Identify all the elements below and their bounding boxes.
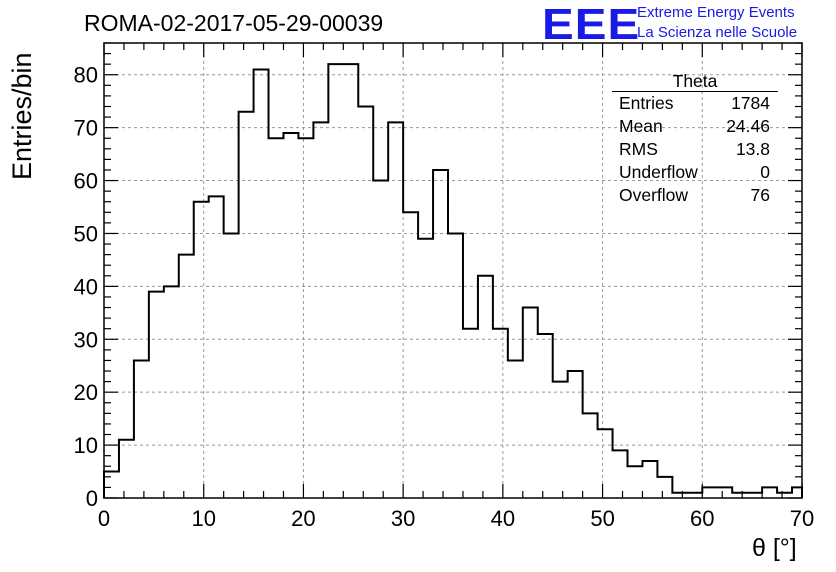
histogram-series-line [103, 63, 803, 498]
x-axis-label: θ [°] [752, 534, 797, 562]
x-tick-label: 0 [98, 506, 110, 531]
x-tick-label: 30 [391, 506, 415, 531]
stats-row-rms: RMS 13.8 [612, 138, 778, 161]
stats-row-entries: Entries 1784 [612, 92, 778, 115]
y-tick-label: 50 [74, 221, 98, 246]
stats-label: RMS [619, 139, 658, 159]
y-tick-label: 40 [74, 274, 98, 299]
axis-ticks [103, 42, 803, 499]
x-tick-label: 60 [690, 506, 714, 531]
plot-title: ROMA-02-2017-05-29-00039 [84, 10, 384, 36]
y-axis-label: Entries/bin [7, 52, 37, 180]
y-tick-label: 80 [74, 63, 98, 88]
stats-value: 76 [750, 185, 770, 205]
y-tick-label: 30 [74, 327, 98, 352]
axis-tick-labels: 0 10 20 30 40 50 60 70 0 10 20 30 40 50 60 70 80 [74, 63, 815, 531]
stats-value: 13.8 [735, 139, 770, 159]
logo-line-1: Extreme Energy Events [637, 4, 795, 21]
logo-line-2: La Scienza nelle Scuole [637, 24, 798, 41]
y-tick-label: 70 [74, 116, 98, 141]
stats-value: 1784 [731, 93, 770, 113]
y-tick-label: 0 [86, 486, 98, 511]
stats-label: Overflow [619, 185, 689, 205]
eee-logo: EEE [542, 0, 641, 49]
x-tick-label: 50 [590, 506, 614, 531]
stats-label: Mean [619, 116, 663, 136]
y-tick-label: 20 [74, 380, 98, 405]
y-tick-label: 10 [74, 433, 98, 458]
x-tick-label: 10 [191, 506, 215, 531]
y-tick-label: 60 [74, 169, 98, 194]
plot-frame [103, 42, 803, 499]
stats-row-underflow: Underflow 0 [612, 161, 778, 184]
x-tick-label: 70 [790, 506, 814, 531]
stats-row-mean: Mean 24.46 [612, 115, 778, 138]
x-tick-label: 40 [491, 506, 515, 531]
stats-label: Entries [619, 93, 674, 113]
stats-title: Theta [612, 72, 778, 92]
stats-value: 0 [760, 162, 770, 182]
stats-value: 24.46 [726, 116, 770, 136]
stats-box: Theta Entries 1784 Mean 24.46 RMS 13.8 U… [612, 72, 778, 207]
stats-label: Underflow [619, 162, 698, 182]
x-tick-label: 20 [291, 506, 315, 531]
stats-row-overflow: Overflow 76 [612, 184, 778, 207]
